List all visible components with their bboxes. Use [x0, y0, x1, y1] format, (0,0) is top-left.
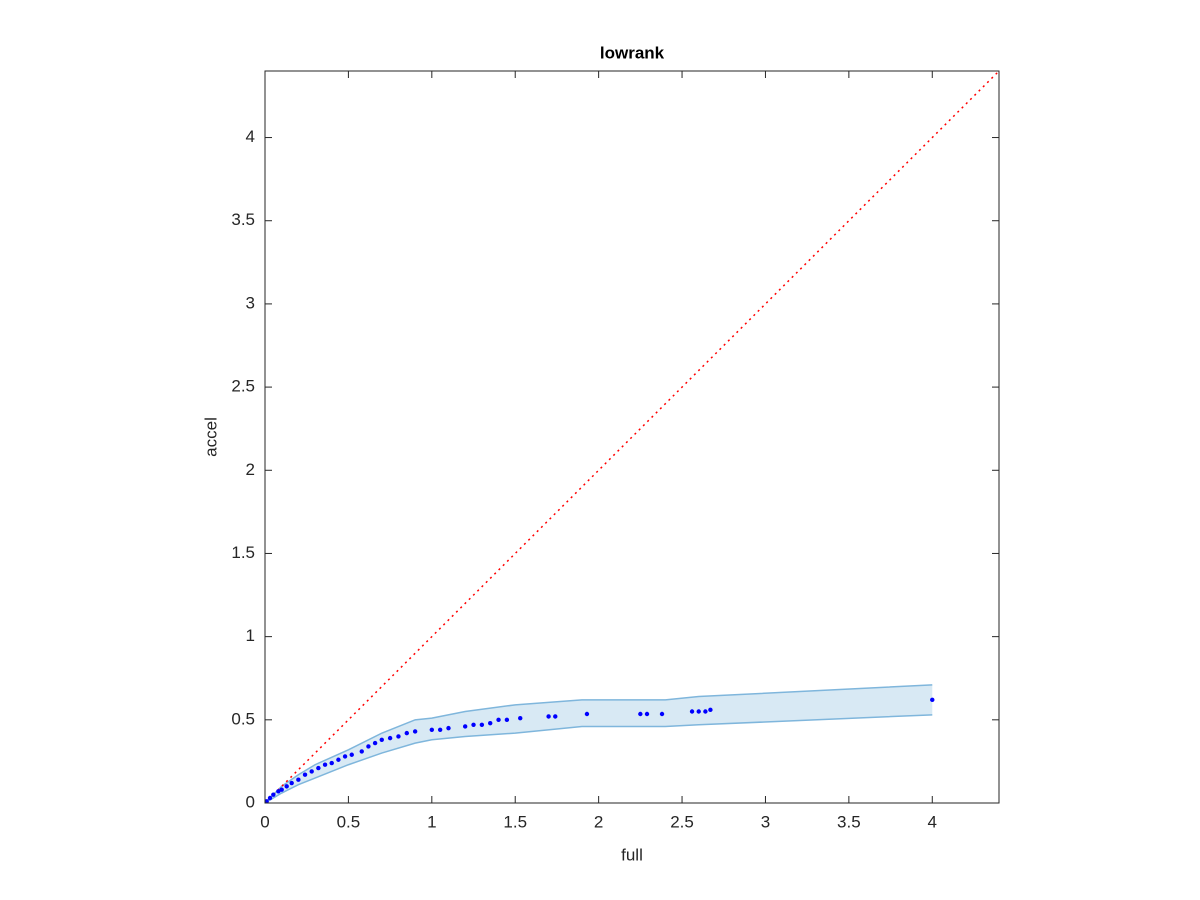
data-point — [296, 777, 301, 782]
y-tick-label: 3.5 — [231, 210, 255, 229]
x-tick-label: 0.5 — [337, 812, 361, 831]
y-tick-label: 0.5 — [231, 709, 255, 728]
data-point — [446, 725, 451, 731]
data-point — [496, 717, 501, 723]
data-point — [488, 720, 493, 726]
x-tick-label: 0 — [260, 812, 269, 831]
chart-title: lowrank — [600, 43, 665, 62]
data-point — [329, 760, 334, 766]
data-point — [696, 709, 701, 714]
band-lower-edge — [264, 714, 933, 804]
data-point — [404, 730, 409, 736]
data-point — [379, 737, 384, 742]
data-point — [412, 729, 418, 734]
data-point — [644, 711, 650, 717]
data-point — [462, 724, 468, 729]
data-point — [479, 722, 485, 728]
data-point — [316, 765, 321, 771]
data-point — [271, 792, 276, 797]
data-point — [284, 784, 289, 789]
y-tick-label: 4 — [246, 127, 255, 146]
data-point — [437, 727, 443, 732]
data-point — [336, 757, 341, 762]
x-tick-label: 2.5 — [670, 812, 694, 831]
data-point — [659, 711, 665, 717]
data-point — [930, 697, 935, 703]
x-axis-label: full — [621, 845, 643, 864]
data-point — [276, 789, 281, 794]
data-point — [342, 754, 348, 759]
data-point — [518, 715, 523, 721]
data-point — [359, 749, 364, 754]
data-point — [366, 744, 371, 749]
x-tick-label: 3.5 — [837, 812, 861, 831]
data-point — [264, 799, 269, 804]
y-tick-label: 1 — [246, 626, 255, 645]
data-point — [322, 762, 328, 767]
x-tick-label: 3 — [761, 812, 770, 831]
band-upper-edge — [264, 684, 933, 804]
data-point — [708, 707, 713, 713]
y-tick-label: 0 — [246, 792, 255, 811]
data-point — [504, 717, 510, 723]
confidence-band — [265, 684, 933, 803]
data-point — [302, 772, 308, 777]
data-point — [289, 780, 294, 786]
y-tick-label: 3 — [246, 293, 255, 312]
data-point — [387, 735, 393, 741]
data-point — [279, 787, 284, 792]
data-point — [584, 711, 590, 717]
data-point — [429, 727, 435, 732]
data-point — [372, 740, 378, 746]
y-tick-label: 2.5 — [231, 377, 255, 396]
data-point — [553, 714, 558, 719]
data-point — [349, 752, 354, 757]
data-point — [396, 734, 401, 739]
x-tick-label: 1 — [427, 812, 436, 831]
axes-box — [264, 70, 1000, 804]
data-point — [703, 709, 708, 714]
data-point — [689, 709, 695, 714]
x-tick-label: 4 — [928, 812, 937, 831]
y-tick-label: 2 — [246, 460, 255, 479]
x-tick-label: 2 — [594, 812, 603, 831]
x-tick-label: 1.5 — [503, 812, 527, 831]
data-point — [267, 795, 273, 801]
data-point — [471, 722, 476, 728]
data-point — [309, 769, 314, 774]
data-point — [638, 711, 643, 717]
data-point — [546, 714, 551, 719]
y-axis-label: accel — [201, 417, 220, 457]
y-tick-label: 1.5 — [231, 543, 255, 562]
